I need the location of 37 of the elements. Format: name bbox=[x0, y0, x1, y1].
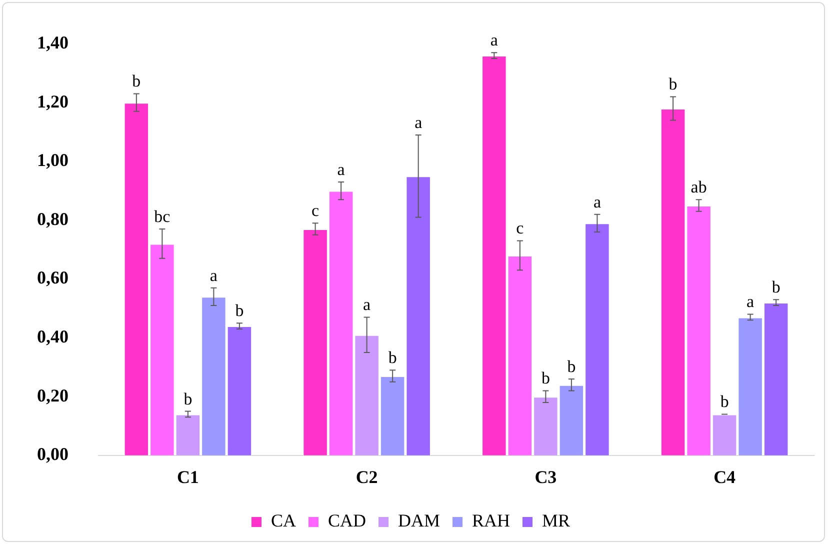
data-label: b bbox=[567, 356, 576, 376]
data-label: b bbox=[772, 278, 780, 297]
y-tick-label: 0,40 bbox=[37, 326, 68, 346]
data-label: b bbox=[720, 392, 729, 412]
data-label: a bbox=[593, 192, 602, 212]
data-label: ab bbox=[690, 178, 707, 197]
y-tick-label: 0,60 bbox=[37, 268, 68, 288]
y-tick-label: 1,00 bbox=[37, 150, 68, 170]
x-tick-label: C3 bbox=[534, 466, 557, 487]
data-label: a bbox=[414, 112, 423, 132]
legend-label: DAM bbox=[398, 510, 440, 531]
data-label: c bbox=[516, 218, 524, 238]
data-label: a bbox=[490, 30, 498, 50]
legend-label: CAD bbox=[328, 510, 366, 531]
data-label: b bbox=[541, 368, 550, 388]
data-label: a bbox=[746, 292, 755, 312]
data-label: a bbox=[363, 295, 372, 314]
data-label: a bbox=[337, 160, 346, 179]
y-tick-label: 0,00 bbox=[37, 444, 68, 464]
x-tick-label: C1 bbox=[176, 466, 199, 487]
data-label: b bbox=[235, 301, 244, 320]
x-tick-label: C4 bbox=[714, 466, 736, 487]
y-tick-label: 1,20 bbox=[37, 91, 68, 112]
y-tick-label: 0,80 bbox=[37, 208, 68, 229]
legend-label: RAH bbox=[472, 510, 510, 531]
data-label: b bbox=[388, 348, 397, 368]
y-tick-label: 1,40 bbox=[37, 32, 68, 52]
data-label: bc bbox=[154, 206, 171, 226]
data-label: b bbox=[184, 389, 192, 408]
x-tick-label: C2 bbox=[356, 466, 378, 487]
data-label: b bbox=[668, 74, 678, 94]
legend-label: CA bbox=[270, 510, 296, 531]
data-label: c bbox=[312, 201, 320, 220]
legend-label: MR bbox=[542, 510, 570, 531]
data-label: b bbox=[132, 72, 141, 91]
y-tick-label: 0,20 bbox=[37, 385, 68, 406]
data-label: a bbox=[210, 266, 218, 285]
